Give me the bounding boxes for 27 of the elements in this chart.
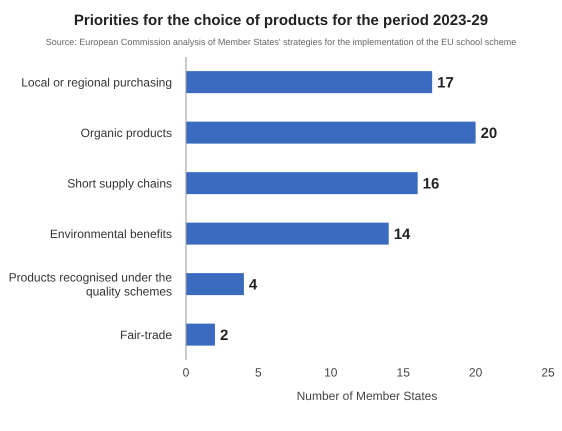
bar bbox=[186, 222, 389, 245]
y-tick-label: Products recognised under the quality schemes bbox=[8, 270, 172, 298]
y-tick-label: Local or regional purchasing bbox=[21, 75, 172, 90]
data-label: 4 bbox=[248, 276, 258, 294]
data-label: 17 bbox=[437, 74, 454, 92]
x-tick-label: 15 bbox=[396, 366, 410, 380]
x-tick-label: 25 bbox=[541, 366, 555, 380]
y-tick-label: Organic products bbox=[80, 126, 172, 140]
chart-subtitle: Source: European Commission analysis of Member States' strategies for the implementation of the EU school scheme bbox=[44, 37, 518, 47]
x-tick-label: 10 bbox=[324, 366, 338, 380]
x-tick-label: 0 bbox=[182, 366, 190, 380]
data-label: 14 bbox=[394, 226, 412, 243]
bar bbox=[186, 172, 418, 194]
x-tick-label: 5 bbox=[255, 366, 262, 380]
chart-title: Priorities for the choice of products for the period 2023-29 bbox=[72, 11, 490, 29]
data-label: 2 bbox=[220, 326, 228, 344]
data-label: 16 bbox=[422, 175, 440, 192]
y-tick-label: Short supply chains bbox=[67, 176, 172, 190]
bar bbox=[186, 273, 244, 296]
bar bbox=[186, 71, 432, 94]
x-tick-label: 20 bbox=[468, 366, 483, 380]
bar bbox=[186, 324, 215, 346]
data-label: 20 bbox=[480, 124, 498, 142]
y-tick-label: Fair-trade bbox=[120, 328, 172, 342]
y-tick-label: Environmental benefits bbox=[50, 226, 172, 241]
bar bbox=[186, 122, 476, 144]
x-axis-title: Number of Member States bbox=[296, 389, 438, 403]
